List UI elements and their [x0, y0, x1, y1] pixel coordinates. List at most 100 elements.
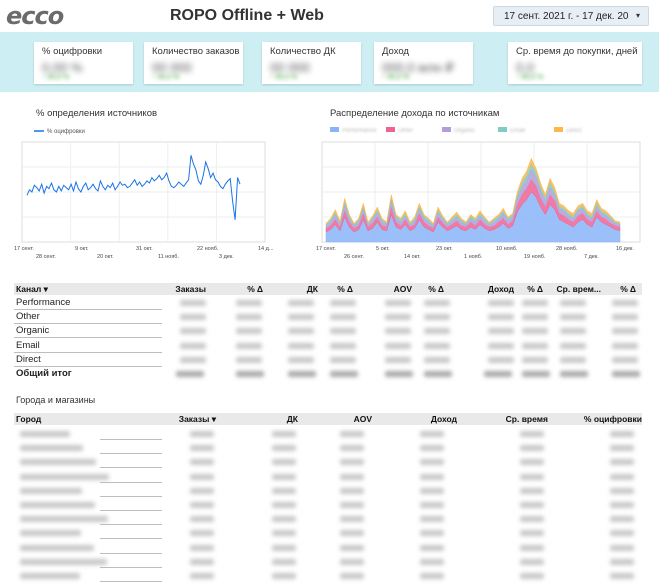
redacted-cell — [520, 558, 544, 565]
digitization-line-chart[interactable]: % оцифровки 17 сент. 9 окт. 31 окт. 22 нояб.… — [12, 122, 277, 262]
redacted-cell — [190, 530, 214, 537]
redacted-cell — [488, 342, 514, 349]
legend-label: % оцифровки — [47, 129, 85, 135]
x-tick-label: 17 сент. — [316, 246, 336, 252]
kpi-card-digitization[interactable]: % оцифровки 0,00 % ↑ 00,0 % — [34, 42, 133, 84]
redacted-cell — [420, 544, 444, 551]
redacted-total-cell — [385, 371, 413, 377]
redacted-city-name — [20, 487, 82, 494]
redacted-cell — [272, 558, 296, 565]
redacted-cell — [610, 530, 634, 537]
ecco-logo: ecco — [6, 2, 64, 30]
kpi-delta-redacted: ↑ 00,0 % — [152, 74, 180, 81]
report-title: ROPO Offline + Web — [170, 7, 324, 24]
redacted-cell — [522, 300, 548, 306]
redacted-cell — [385, 314, 411, 321]
x-tick-label: 7 дек. — [584, 254, 599, 260]
redacted-cell — [420, 459, 444, 466]
redacted-cell — [190, 573, 214, 579]
redacted-cell — [272, 459, 296, 466]
redacted-city-name — [20, 445, 83, 452]
legend-label: Direct — [566, 128, 582, 134]
column-header[interactable]: % Δ — [337, 284, 353, 294]
redacted-cell — [340, 558, 364, 565]
redacted-cell — [488, 328, 514, 335]
redacted-cell — [330, 314, 356, 321]
redacted-cell — [424, 342, 450, 349]
redacted-cell — [420, 558, 444, 565]
redacted-cell — [340, 573, 364, 579]
redacted-cell — [330, 342, 356, 349]
channel-row-label: Organic — [16, 325, 50, 337]
redacted-cell — [340, 487, 364, 494]
grand-total-label: Общий итог — [16, 368, 72, 379]
column-header[interactable]: AOV — [353, 414, 372, 424]
column-header[interactable]: % Δ — [527, 284, 543, 294]
kpi-card-orders[interactable]: Количество заказов 00 000 ↑ 00,0 % — [144, 42, 243, 84]
redacted-cell — [612, 314, 638, 321]
chevron-down-icon: ▾ — [635, 11, 640, 20]
redacted-cell — [288, 342, 314, 349]
row-divider — [100, 510, 162, 511]
redacted-cell — [385, 328, 411, 335]
redacted-city-name — [20, 431, 70, 437]
channel-column-sort-header[interactable]: Канал ▾ — [16, 284, 48, 294]
x-tick-label: 16 дек. — [616, 246, 634, 252]
kpi-label: Количество ДК — [270, 46, 336, 57]
redacted-cell — [520, 573, 544, 579]
column-header[interactable]: % Δ — [247, 284, 263, 294]
column-header[interactable]: Заказы — [175, 284, 206, 294]
redacted-cell — [340, 544, 364, 551]
redacted-cell — [180, 314, 206, 321]
redacted-cell — [420, 445, 444, 452]
redacted-cell — [522, 342, 548, 349]
column-header[interactable]: % Δ — [620, 284, 636, 294]
redacted-total-cell — [236, 371, 264, 377]
column-header[interactable]: Ср. время — [505, 414, 548, 424]
redacted-cell — [610, 516, 634, 523]
row-divider — [100, 467, 162, 469]
column-header[interactable]: Ср. врем... — [556, 284, 601, 294]
row-divider — [100, 552, 162, 554]
kpi-label: Количество заказов — [152, 46, 240, 57]
column-header[interactable]: % оцифровки — [583, 414, 642, 424]
column-header[interactable]: ДК — [286, 414, 298, 424]
channel-row-label: Performance — [16, 297, 71, 308]
redacted-cell — [272, 487, 296, 494]
kpi-value-redacted: 0,00 % — [42, 60, 83, 75]
kpi-card-avg-time[interactable]: Ср. время до покупки, дней 0,0 ↑ 00,0 % — [508, 42, 642, 84]
column-header[interactable]: ДК — [306, 284, 318, 294]
kpi-label: % оцифровки — [42, 46, 103, 57]
redacted-cell — [424, 356, 450, 363]
redacted-cell — [288, 328, 314, 335]
column-header[interactable]: Доход — [430, 414, 457, 424]
redacted-cell — [612, 356, 638, 363]
column-header[interactable]: AOV — [393, 284, 412, 294]
redacted-cell — [272, 573, 296, 579]
orders-column-sort-header[interactable]: Заказы ▾ — [178, 414, 216, 424]
revenue-area-chart[interactable]: Performance Other Organic Email Direct 17 сен… — [310, 122, 650, 262]
x-tick-label: 17 сент. — [14, 246, 34, 252]
x-tick-label: 9 окт. — [75, 246, 89, 252]
redacted-cell — [610, 544, 634, 551]
redacted-cell — [340, 459, 364, 466]
column-header[interactable]: % Δ — [428, 284, 444, 294]
column-header[interactable]: Доход — [487, 284, 514, 294]
redacted-cell — [272, 431, 296, 437]
x-tick-label: 26 сент. — [344, 254, 364, 260]
kpi-card-loyalty-cards[interactable]: Количество ДК 00 000 ↑ 00,0 % — [262, 42, 361, 84]
legend-label: Email — [510, 128, 525, 134]
column-header[interactable]: Город — [16, 414, 42, 424]
redacted-cell — [520, 431, 544, 437]
redacted-cell — [520, 544, 544, 551]
row-divider — [100, 495, 162, 497]
legend-label: Performance — [342, 128, 377, 134]
redacted-cell — [610, 431, 634, 437]
redacted-cell — [420, 431, 444, 437]
redacted-cell — [288, 356, 314, 363]
date-range-picker[interactable]: 17 сент. 2021 г. - 17 дек. 20 ▾ — [493, 6, 649, 26]
kpi-card-revenue[interactable]: Доход 000,0 млн ₽ ↑ 00,0 % — [374, 42, 473, 84]
x-tick-label: 14 окт. — [404, 254, 421, 260]
redacted-cell — [180, 342, 206, 349]
kpi-delta-redacted: ↑ 00,0 % — [42, 74, 70, 81]
